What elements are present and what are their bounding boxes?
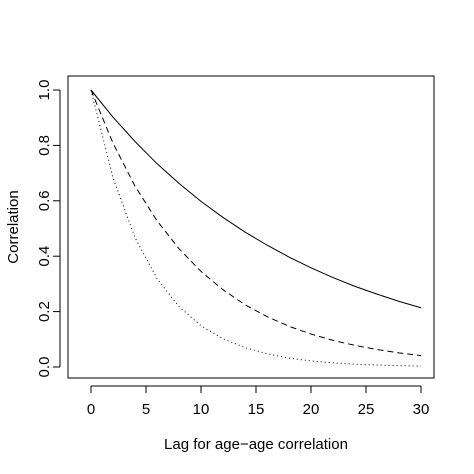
- series-line-dashed: [90, 89, 422, 357]
- x-axis-title: Lag for age−age correlation: [164, 436, 348, 453]
- x-tick-label: 25: [358, 401, 375, 418]
- y-tick-label: 0.2: [36, 301, 53, 322]
- x-tick-label: 10: [193, 401, 210, 418]
- y-tick-label: 0.4: [36, 246, 53, 267]
- x-tick-label: 20: [303, 401, 320, 418]
- x-tick-label: 30: [413, 401, 430, 418]
- y-tick-label: 0.6: [36, 190, 53, 211]
- x-tick-label: 15: [248, 401, 265, 418]
- series-line-dotted: [90, 89, 422, 367]
- y-tick-label: 0.0: [36, 357, 53, 378]
- y-axis-title: Correlation: [5, 190, 22, 263]
- series-layer: [90, 89, 422, 367]
- series-line-solid: [90, 89, 422, 309]
- x-tick-label: 0: [87, 401, 95, 418]
- plot-box: [67, 75, 435, 379]
- axes-layer: 0 5 10 15 20 25 30 0.0 0.2 0.4 0.6 0.8 1.0: [36, 80, 429, 418]
- x-tick-label: 5: [142, 401, 150, 418]
- y-tick-label: 1.0: [36, 80, 53, 101]
- y-tick-label: 0.8: [36, 135, 53, 156]
